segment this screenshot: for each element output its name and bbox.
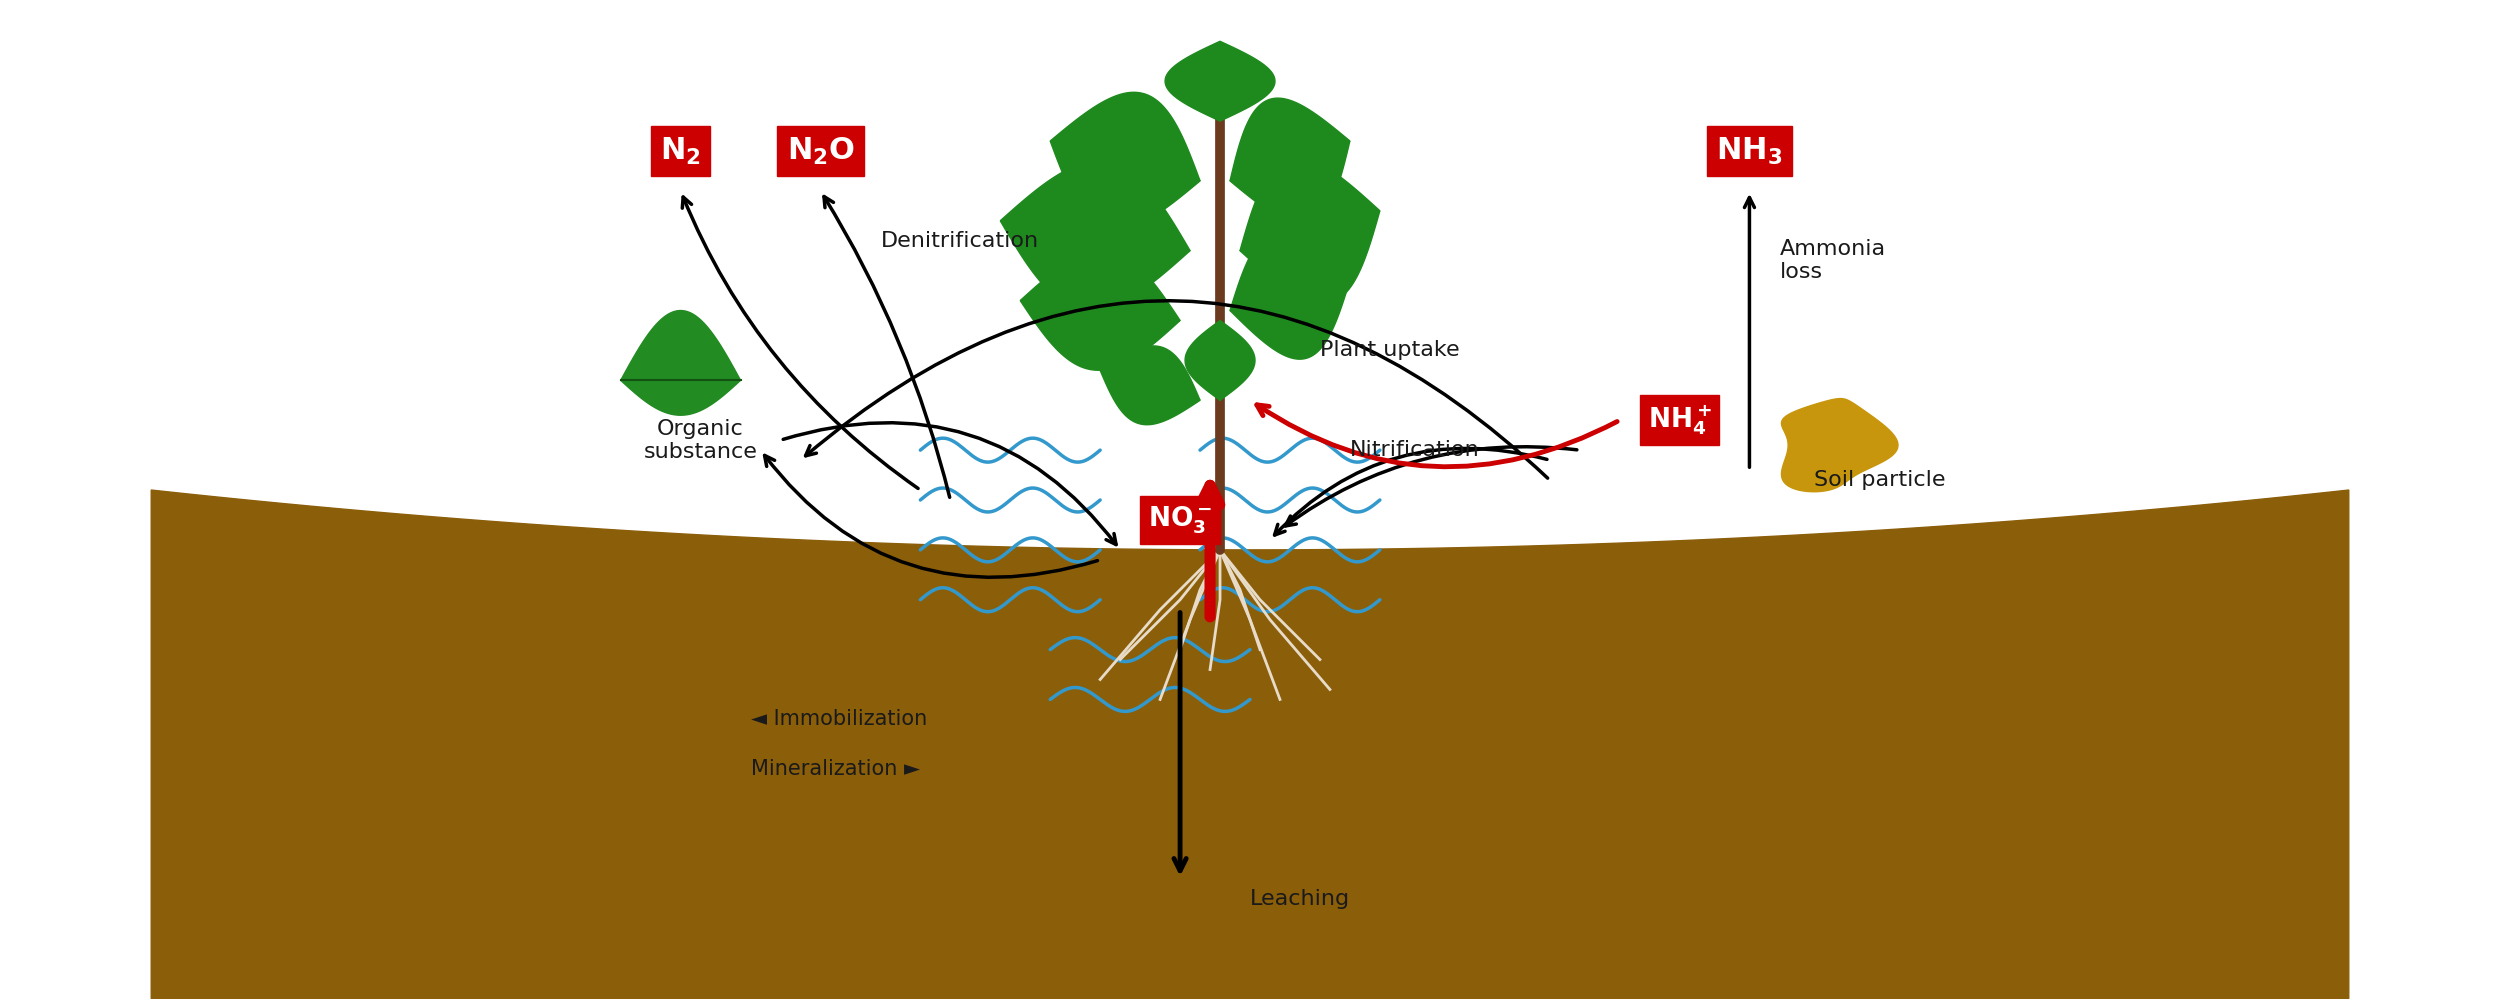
Text: Leaching: Leaching bbox=[1250, 889, 1350, 909]
Polygon shape bbox=[1165, 41, 1275, 121]
Text: ◄ Immobilization: ◄ Immobilization bbox=[750, 709, 928, 729]
Polygon shape bbox=[1000, 161, 1190, 310]
Text: Organic
substance: Organic substance bbox=[642, 419, 758, 462]
Text: Mineralization ►: Mineralization ► bbox=[750, 759, 920, 779]
Polygon shape bbox=[1050, 92, 1200, 230]
Polygon shape bbox=[620, 311, 740, 415]
Text: Plant uptake: Plant uptake bbox=[1320, 340, 1460, 360]
Polygon shape bbox=[1230, 98, 1350, 224]
Text: $\mathbf{NH_4^+}$: $\mathbf{NH_4^+}$ bbox=[1648, 403, 1712, 437]
Text: Soil particle: Soil particle bbox=[1812, 470, 1945, 490]
Text: Nitrification: Nitrification bbox=[1350, 440, 1480, 460]
Text: Ammonia
loss: Ammonia loss bbox=[1780, 239, 1885, 282]
Polygon shape bbox=[1100, 346, 1200, 425]
Polygon shape bbox=[150, 490, 2350, 999]
Polygon shape bbox=[1240, 158, 1380, 304]
Polygon shape bbox=[1185, 320, 1255, 400]
Text: $\mathbf{NH_3}$: $\mathbf{NH_3}$ bbox=[1715, 135, 1782, 167]
Text: Denitrification: Denitrification bbox=[880, 231, 1038, 251]
Text: $\mathbf{N_2}$: $\mathbf{N_2}$ bbox=[660, 135, 700, 167]
Polygon shape bbox=[1020, 251, 1180, 370]
Text: $\mathbf{N_2O}$: $\mathbf{N_2O}$ bbox=[788, 135, 855, 167]
Text: $\mathbf{NO_3^-}$: $\mathbf{NO_3^-}$ bbox=[1148, 504, 1212, 536]
Polygon shape bbox=[1782, 399, 1898, 492]
Polygon shape bbox=[1230, 232, 1350, 359]
